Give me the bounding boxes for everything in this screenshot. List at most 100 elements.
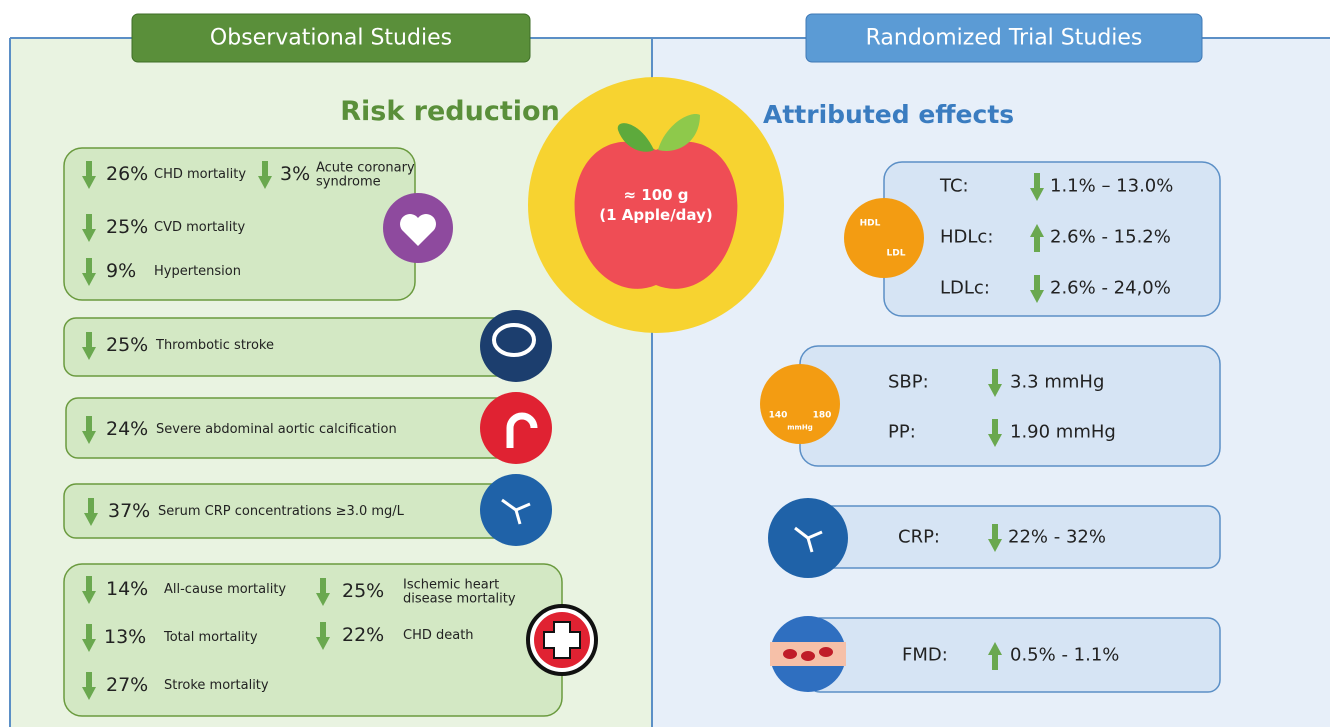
background bbox=[0, 0, 1330, 727]
shape bbox=[82, 624, 96, 652]
shape bbox=[988, 419, 1002, 447]
value: 9% bbox=[106, 262, 136, 282]
label: CHD mortality bbox=[154, 168, 246, 182]
row-value: 1.1% – 13.0% bbox=[1050, 178, 1173, 197]
shape bbox=[1034, 173, 1040, 189]
arrow bbox=[82, 624, 96, 652]
value: 25% bbox=[106, 218, 148, 238]
shape bbox=[82, 687, 96, 700]
arrow bbox=[1030, 275, 1044, 303]
shape bbox=[316, 593, 330, 606]
shape bbox=[988, 539, 1002, 552]
shape bbox=[86, 624, 92, 640]
shape bbox=[86, 416, 92, 432]
shape bbox=[819, 647, 833, 657]
label: Stroke mortality bbox=[164, 679, 269, 693]
shape bbox=[86, 214, 92, 230]
apple-label: (1 Apple/day) bbox=[599, 208, 712, 224]
row-value: 1.90 mmHg bbox=[1010, 424, 1116, 443]
apple-label: ≈ 100 g bbox=[623, 188, 688, 204]
label: Total mortality bbox=[164, 631, 258, 645]
shape bbox=[801, 651, 815, 661]
shape bbox=[988, 369, 1002, 397]
icon-label: 180 bbox=[813, 411, 832, 420]
shape bbox=[992, 369, 998, 385]
row-value: 22% - 32% bbox=[1008, 529, 1106, 548]
row-value: 0.5% - 1.1% bbox=[1010, 647, 1119, 666]
icon-label: 140 bbox=[769, 411, 788, 420]
value: 37% bbox=[108, 502, 150, 522]
shape bbox=[86, 576, 92, 592]
shape bbox=[992, 419, 998, 435]
section-title: Attributed effects bbox=[763, 102, 1014, 128]
row-value: 2.6% - 24,0% bbox=[1050, 280, 1171, 299]
shape bbox=[84, 498, 98, 526]
value: 3% bbox=[280, 165, 310, 185]
value: 26% bbox=[106, 165, 148, 185]
arrow bbox=[258, 161, 272, 189]
shape bbox=[1030, 188, 1044, 201]
label: Ischemic heart disease mortality bbox=[403, 578, 523, 605]
infographic: Observational StudiesRandomized Trial St… bbox=[0, 0, 1330, 727]
value: 14% bbox=[106, 580, 148, 600]
label: All-cause mortality bbox=[164, 583, 286, 597]
arrow bbox=[316, 622, 330, 650]
label: CHD death bbox=[403, 629, 474, 643]
shape bbox=[82, 176, 96, 189]
shape bbox=[988, 524, 1002, 552]
shape bbox=[316, 637, 330, 650]
arrow bbox=[988, 369, 1002, 397]
row-name: CRP: bbox=[898, 529, 940, 548]
arrow bbox=[82, 161, 96, 189]
value: 27% bbox=[106, 676, 148, 696]
shape bbox=[1030, 290, 1044, 303]
header: Observational Studies bbox=[210, 26, 452, 49]
row-value: 2.6% - 15.2% bbox=[1050, 229, 1171, 248]
arrow bbox=[82, 214, 96, 242]
arrow bbox=[988, 419, 1002, 447]
shape bbox=[844, 198, 924, 278]
arrow bbox=[82, 332, 96, 360]
shape bbox=[1030, 224, 1044, 252]
arrow bbox=[82, 416, 96, 444]
shape bbox=[82, 161, 96, 189]
label: Hypertension bbox=[154, 265, 241, 279]
row-name: TC: bbox=[940, 178, 969, 197]
shape bbox=[1030, 275, 1044, 303]
arrow bbox=[316, 578, 330, 606]
shape bbox=[988, 384, 1002, 397]
shape bbox=[82, 416, 96, 444]
shape bbox=[316, 622, 330, 650]
arrow bbox=[82, 258, 96, 286]
shape bbox=[480, 392, 552, 464]
shape bbox=[316, 578, 330, 606]
shape bbox=[760, 364, 840, 444]
arrow bbox=[82, 672, 96, 700]
shape bbox=[988, 434, 1002, 447]
shape bbox=[82, 347, 96, 360]
label: Severe abdominal aortic calcification bbox=[156, 423, 397, 437]
shape bbox=[783, 649, 797, 659]
row-name: SBP: bbox=[888, 374, 929, 393]
icon-label: mmHg bbox=[787, 424, 812, 431]
row-name: LDLc: bbox=[940, 280, 990, 299]
shape bbox=[82, 431, 96, 444]
row-value: 3.3 mmHg bbox=[1010, 374, 1104, 393]
shape bbox=[1034, 275, 1040, 291]
shape bbox=[992, 654, 998, 670]
label: Thrombotic stroke bbox=[156, 339, 274, 353]
shape bbox=[320, 622, 326, 638]
arrow bbox=[82, 576, 96, 604]
shape bbox=[480, 310, 552, 382]
arrow bbox=[988, 524, 1002, 552]
shape bbox=[800, 346, 1220, 466]
shape bbox=[82, 229, 96, 242]
row-name: PP: bbox=[888, 424, 916, 443]
value: 13% bbox=[104, 628, 146, 648]
shape bbox=[988, 642, 1002, 655]
arrow bbox=[1030, 224, 1044, 252]
shape bbox=[320, 578, 326, 594]
value: 25% bbox=[106, 336, 148, 356]
shape bbox=[86, 258, 92, 274]
shape bbox=[992, 524, 998, 540]
